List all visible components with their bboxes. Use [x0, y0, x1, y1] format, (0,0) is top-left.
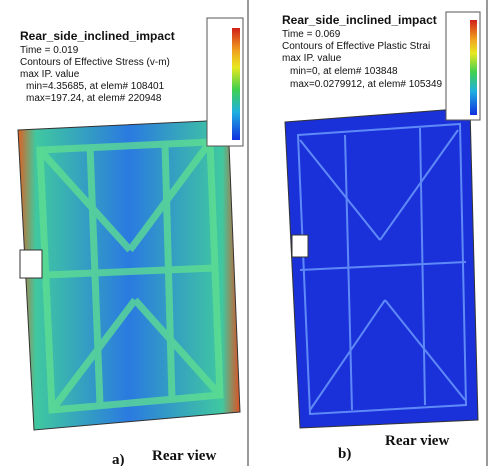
- label: b): [338, 446, 351, 462]
- title: Rear_side_inclined_impact: [20, 29, 175, 43]
- min: min=4.35685, at elem# 108401: [26, 81, 165, 92]
- legend-bar: [232, 28, 240, 140]
- contours: Contours of Effective Plastic Strai: [282, 41, 430, 52]
- figure: Rear_side_inclined_impact Time = 0.019 C…: [0, 0, 490, 466]
- cutout: [292, 235, 308, 257]
- time: Time = 0.019: [20, 45, 79, 56]
- min: min=0, at elem# 103848: [290, 66, 398, 77]
- cutout: [20, 250, 42, 278]
- value-type: max IP. value: [20, 69, 80, 80]
- caption: Rear view: [385, 433, 449, 449]
- caption: Rear view: [152, 448, 216, 464]
- time: Time = 0.069: [282, 29, 341, 40]
- value-type: max IP. value: [282, 53, 342, 64]
- max: max=197.24, at elem# 220948: [26, 93, 162, 104]
- max: max=0.0279912, at elem# 105349: [290, 79, 442, 90]
- label: a): [112, 452, 125, 466]
- panel-b: Rear_side_inclined_impact Time = 0.069 C…: [282, 12, 480, 462]
- legend-bar: [470, 20, 477, 115]
- title: Rear_side_inclined_impact: [282, 13, 437, 27]
- contours: Contours of Effective Stress (v-m): [20, 57, 170, 68]
- panel-a: Rear_side_inclined_impact Time = 0.019 C…: [18, 18, 243, 466]
